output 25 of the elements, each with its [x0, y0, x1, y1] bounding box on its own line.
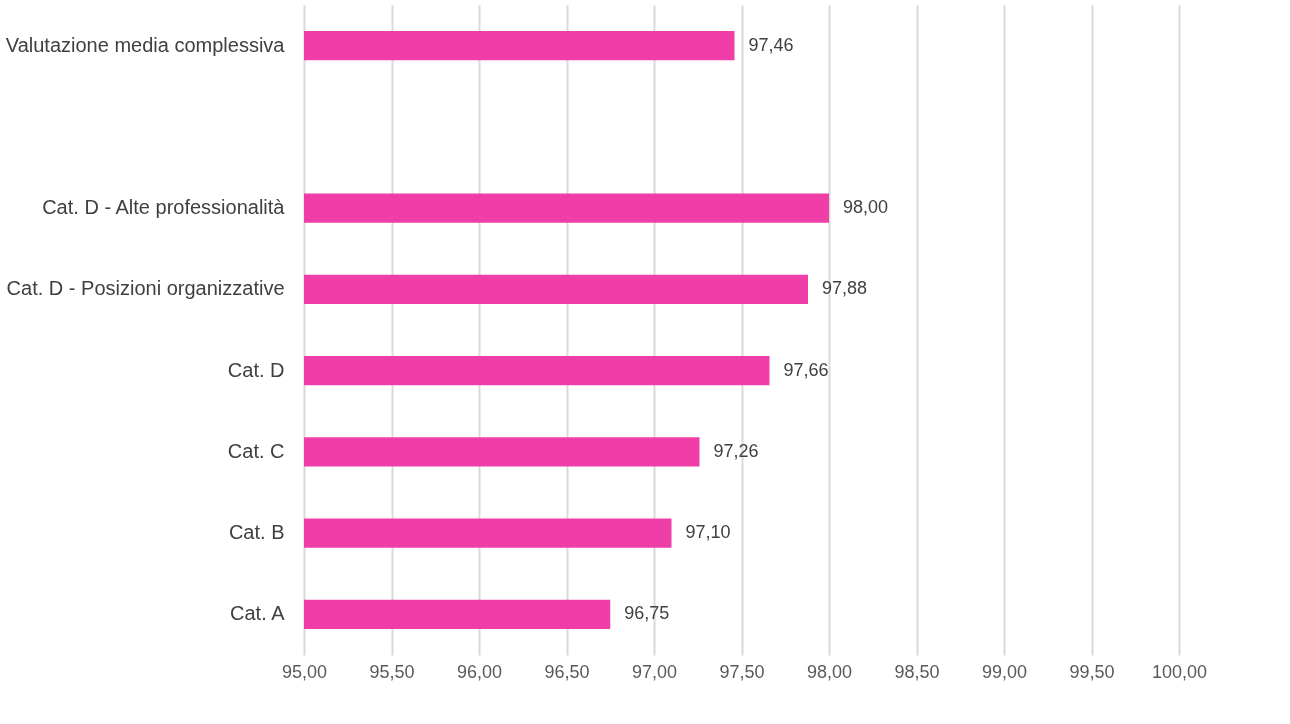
- data-label: 97,66: [783, 359, 829, 380]
- y-tick-label: Cat. A: [230, 602, 286, 625]
- data-label: 97,46: [748, 34, 794, 55]
- x-tick-label: 96,50: [544, 661, 590, 682]
- x-tick-label: 95,00: [281, 661, 328, 682]
- data-label: 98,00: [843, 197, 889, 218]
- x-tick-label: 97,00: [631, 661, 678, 682]
- y-tick-label: Cat. D - Alte professionalità: [42, 196, 286, 219]
- y-tick-label: Cat. D - Posizioni organizzative: [6, 277, 285, 300]
- x-tick-label: 99,50: [1069, 661, 1115, 682]
- x-tick-label: 95,50: [369, 661, 415, 682]
- y-tick-label: Valutazione media complessiva: [5, 33, 286, 56]
- data-label: 97,88: [822, 278, 868, 299]
- x-tick-label: 97,50: [719, 661, 765, 682]
- data-label: 97,10: [685, 522, 731, 543]
- y-tick-label: Cat. B: [228, 521, 285, 544]
- x-tick-label: 98,50: [894, 661, 940, 682]
- x-tick-label: 98,00: [806, 661, 853, 682]
- x-tick-label: 100,00: [1151, 661, 1208, 682]
- data-label: 97,26: [713, 440, 759, 461]
- x-tick-label: 99,00: [981, 661, 1028, 682]
- x-tick-label: 96,00: [456, 661, 503, 682]
- y-tick-label: Cat. C: [227, 439, 285, 462]
- y-tick-label: Cat. D: [227, 358, 285, 381]
- data-label: 96,75: [624, 603, 670, 624]
